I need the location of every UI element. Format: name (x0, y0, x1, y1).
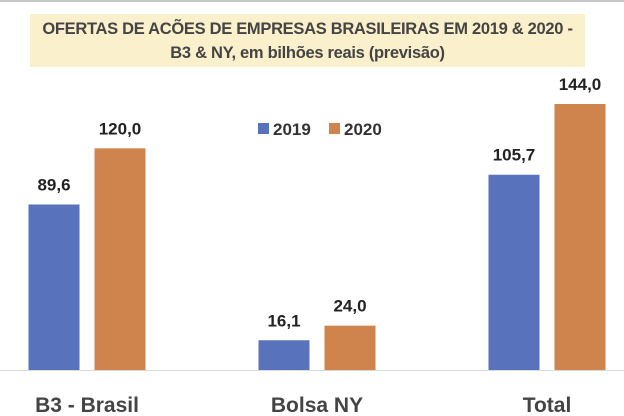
bar-2020-1 (324, 325, 376, 370)
legend-swatch-2020 (329, 123, 340, 134)
bar-2019-1 (258, 340, 310, 370)
chart-title: OFERTAS DE ACÕES DE EMPRESAS BRASILEIRAS… (30, 14, 585, 67)
data-label-2019-2: 105,7 (493, 146, 536, 165)
data-label-2020-2: 144,0 (559, 75, 602, 94)
bar-2019-0 (28, 204, 80, 370)
legend-label-2020: 2020 (344, 120, 382, 139)
chart-title-line2: B3 & NY, em bilhões reais (previsão) (170, 44, 445, 62)
legend-swatch-2019 (258, 123, 269, 134)
bar-2020-2 (554, 104, 606, 370)
legend-label-2019: 2019 (273, 120, 311, 139)
data-label-2019-0: 89,6 (37, 175, 70, 194)
bar-2019-2 (488, 174, 540, 370)
top-border (0, 0, 624, 2)
data-label-2019-1: 16,1 (267, 311, 300, 330)
chart-title-line1: OFERTAS DE ACÕES DE EMPRESAS BRASILEIRAS… (42, 20, 573, 38)
category-label-1: Bolsa NY (271, 394, 363, 416)
category-label-0: B3 - Brasil (35, 394, 139, 416)
data-label-2020-0: 120,0 (99, 119, 142, 138)
category-label-2: Total (523, 394, 572, 416)
data-label-2020-1: 24,0 (333, 297, 366, 316)
bar-2020-0 (94, 148, 146, 370)
